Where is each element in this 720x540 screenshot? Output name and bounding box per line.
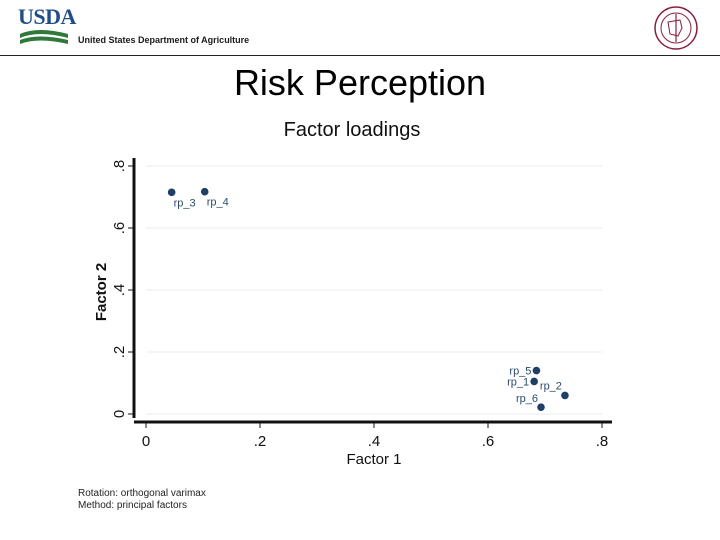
point-label-rp_1: rp_1 — [507, 376, 529, 388]
x-tick-label: .2 — [254, 433, 267, 450]
usda-logo-icon — [20, 30, 68, 44]
y-tick-label: 0 — [111, 410, 128, 418]
x-tick-labels: 0 .2 .4 .6 .8 — [142, 422, 608, 450]
point-label-rp_3: rp_3 — [174, 197, 196, 209]
point-rp_1 — [530, 377, 538, 386]
slide-title: Risk Perception — [233, 62, 487, 103]
point-rp_2 — [561, 391, 569, 400]
rotation-note: Rotation: orthogonal varimax — [78, 488, 206, 499]
point-rp_6 — [537, 403, 545, 411]
header: USDA United States Department of Agricul… — [0, 0, 720, 56]
point-label-rp_6: rp_6 — [516, 393, 538, 405]
university-seal-icon — [654, 6, 698, 50]
y-tick-label: .2 — [111, 346, 128, 359]
header-divider — [0, 55, 720, 56]
y-tick-label: .6 — [111, 222, 128, 235]
x-axis-label: Factor 1 — [346, 451, 401, 468]
y-axis-label: Factor 2 — [93, 263, 110, 321]
point-label-rp_5: rp_5 — [509, 366, 531, 378]
factor-loadings-chart: Factor loadings 0 .2 .4 .6 .8 0 .2 .4 .6 .8 Fact… — [78, 119, 612, 511]
grid-lines — [146, 165, 602, 415]
x-tick-label: .4 — [368, 433, 381, 450]
axes — [132, 158, 612, 424]
method-note: Method: principal factors — [78, 500, 187, 511]
point-rp_3 — [167, 188, 176, 197]
point-rp_4 — [200, 187, 209, 196]
y-tick-label: .8 — [111, 160, 128, 173]
point-label-rp_4: rp_4 — [207, 197, 229, 209]
y-tick-labels: 0 .2 .4 .6 .8 — [111, 160, 134, 418]
department-name: United States Department of Agriculture — [78, 35, 250, 45]
usda-logo-text: USDA — [18, 4, 76, 29]
point-rp_5 — [532, 366, 541, 375]
chart-title: Factor loadings — [284, 119, 421, 141]
x-tick-label: .8 — [596, 433, 609, 450]
chart-container: Factor loadings 0 .2 .4 .6 .8 0 .2 .4 .6 .8 Fact… — [66, 106, 636, 522]
x-tick-label: .6 — [482, 433, 495, 450]
y-tick-label: .4 — [111, 284, 128, 297]
point-label-rp_2: rp_2 — [540, 380, 562, 392]
x-tick-label: 0 — [142, 433, 150, 450]
data-points: rp_3 rp_4 rp_5rp_1 rp_2rp_6 — [167, 187, 569, 411]
